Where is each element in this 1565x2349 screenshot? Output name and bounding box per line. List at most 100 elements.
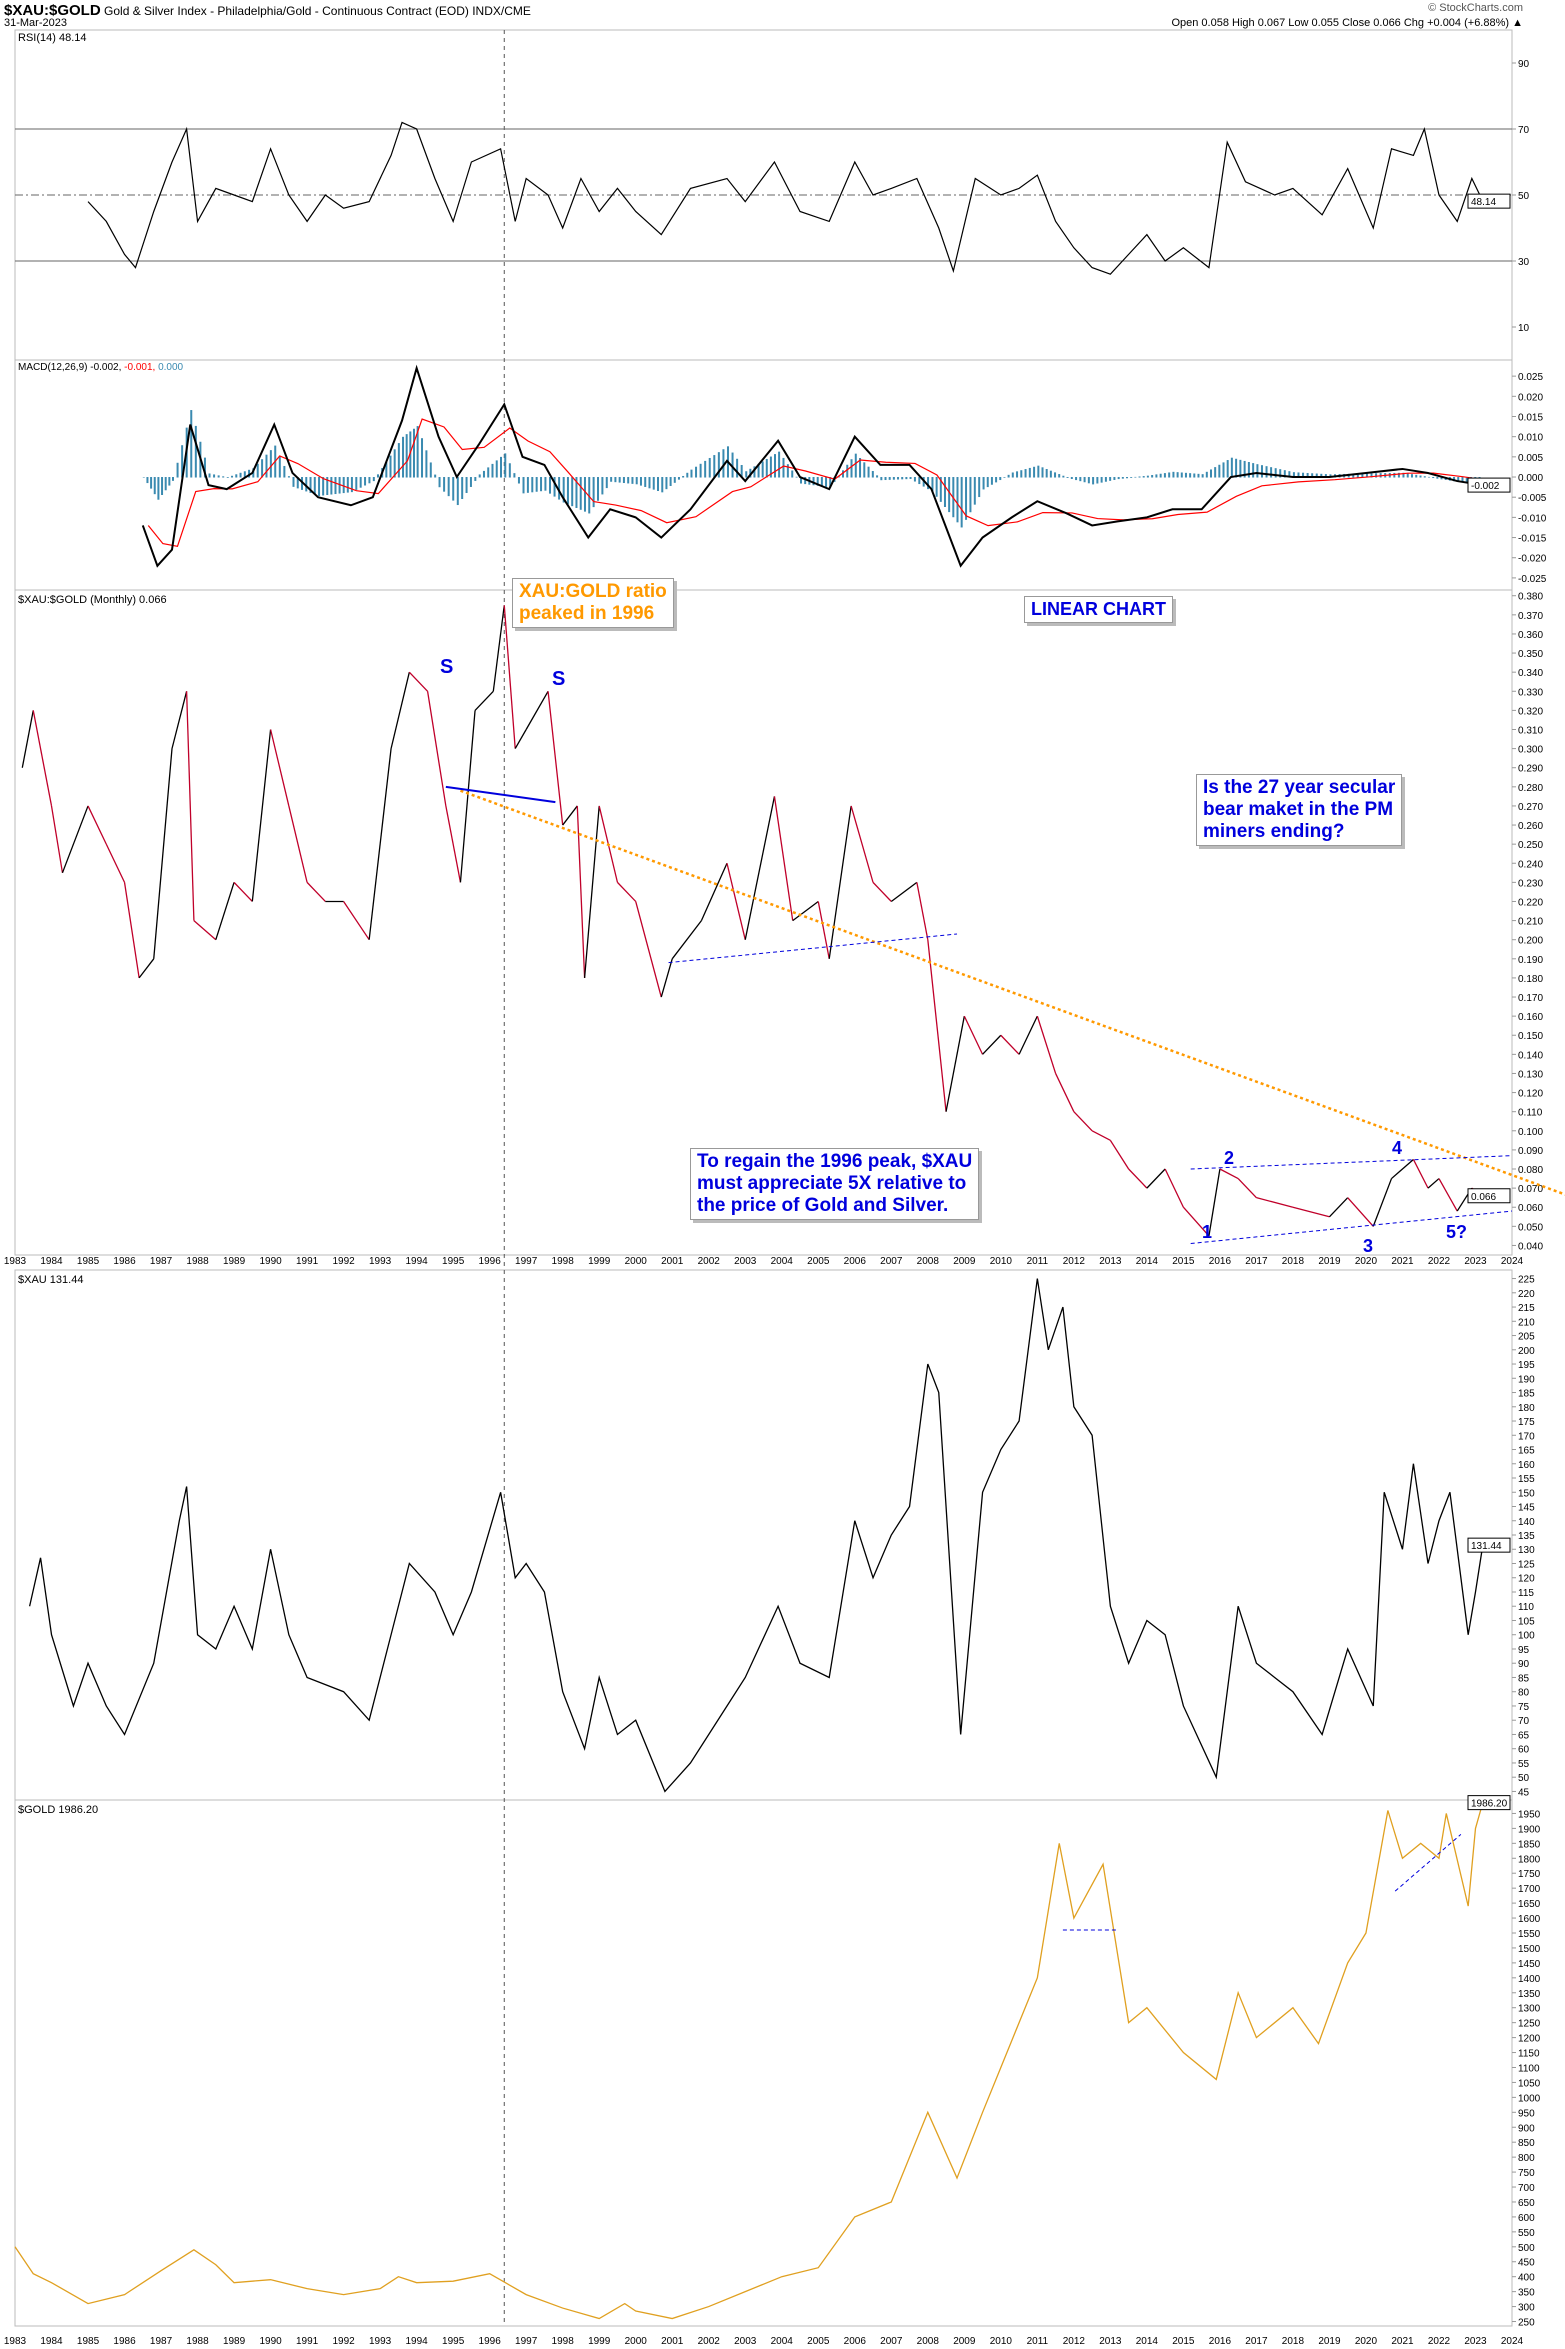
x-tick-label: 2008 [917, 1256, 940, 1267]
ratio-segment [1182, 1206, 1210, 1237]
y-tick-label: 0.140 [1518, 1050, 1543, 1061]
macd-histogram-bar [292, 477, 295, 487]
macd-histogram-bar [487, 467, 490, 478]
macd-histogram-bar [973, 477, 976, 505]
y-tick-label: 185 [1518, 1389, 1535, 1400]
y-tick-label: 130 [1518, 1545, 1535, 1556]
ratio-segment [215, 882, 235, 940]
macd-histogram-bar [425, 450, 428, 478]
macd-histogram-bar [1320, 473, 1323, 478]
macd-histogram-bar [1189, 473, 1192, 478]
x-tick-label: 2007 [880, 2336, 903, 2347]
y-tick-label: 600 [1518, 2213, 1535, 2224]
macd-histogram-bar [217, 475, 220, 478]
macd-title: MACD(12,26,9) -0.002, -0.001, 0.000 [18, 362, 183, 373]
macd-signal-line [147, 418, 1489, 548]
x-tick-label: 1986 [113, 2336, 136, 2347]
x-tick-label: 2002 [698, 2336, 721, 2347]
y-tick-label: -0.025 [1518, 574, 1547, 585]
y-tick-label: 0.060 [1518, 1203, 1543, 1214]
y-tick-label: 0.090 [1518, 1146, 1543, 1157]
macd-histogram-bar [269, 450, 272, 478]
y-tick-label: 0.270 [1518, 802, 1543, 813]
ratio-segment [828, 805, 852, 959]
macd-histogram-bar [605, 477, 608, 489]
wave-2: 2 [1224, 1148, 1235, 1168]
macd-histogram-bar [1402, 472, 1405, 478]
macd-histogram-bar [443, 477, 446, 492]
macd-histogram-bar [146, 477, 149, 484]
macd-histogram-bar [287, 476, 290, 478]
macd-histogram-bar [1352, 473, 1355, 478]
y-tick-label: 140 [1518, 1517, 1535, 1528]
y-tick-label: 0.080 [1518, 1165, 1543, 1176]
y-tick-label: 50 [1518, 1773, 1530, 1784]
y-tick-label: 1500 [1518, 1944, 1541, 1955]
y-tick-label: 0.340 [1518, 668, 1543, 679]
support-line [668, 933, 958, 964]
x-tick-label: 1984 [40, 1256, 63, 1267]
x-tick-label: 2022 [1428, 1256, 1451, 1267]
macd-histogram-bar [1209, 469, 1212, 478]
macd-histogram-bar [1142, 476, 1145, 478]
macd-histogram-bar [1410, 474, 1413, 478]
macd-histogram-bar [1356, 473, 1359, 478]
macd-histogram-bar [1306, 472, 1309, 478]
macd-histogram-bar [800, 477, 803, 484]
macd-histogram-bar [226, 477, 229, 478]
y-tick-label: 0.000 [1518, 473, 1543, 484]
macd-histogram-bar [731, 452, 734, 478]
y-tick-label: 220 [1518, 1289, 1535, 1300]
x-tick-label: 2012 [1063, 1256, 1086, 1267]
macd-histogram-bar [846, 464, 849, 478]
macd-histogram-bar [1247, 462, 1250, 478]
x-tick-label: 2013 [1099, 2336, 1122, 2347]
macd-histogram-bar [416, 426, 419, 478]
y-tick-label: 1350 [1518, 1989, 1541, 2000]
y-tick-label: 0.310 [1518, 725, 1543, 736]
macd-histogram-bar [1274, 468, 1277, 478]
x-tick-label: 2019 [1318, 1256, 1341, 1267]
macd-histogram-bar [657, 477, 660, 491]
macd-histogram-bar [1218, 464, 1221, 478]
macd-histogram-bar [513, 473, 516, 478]
y-tick-label: 0.015 [1518, 412, 1543, 423]
y-tick-label: 0.350 [1518, 649, 1543, 660]
macd-histogram-bar [901, 477, 904, 480]
macd-histogram-bar [409, 431, 412, 478]
ratio-segment [1128, 1168, 1148, 1189]
macd-histogram-bar [342, 477, 345, 494]
ratio-segment [700, 862, 728, 921]
wave-3: 3 [1363, 1236, 1374, 1256]
macd-histogram-bar [1109, 477, 1112, 481]
y-tick-label: 0.370 [1518, 611, 1543, 622]
macd-histogram-bar [575, 477, 578, 508]
macd-histogram-bar [690, 469, 693, 478]
macd-histogram-bar [1256, 464, 1259, 478]
y-tick-label: 850 [1518, 2138, 1535, 2149]
ratio-title: $XAU:$GOLD (Monthly) 0.066 [18, 594, 167, 606]
macd-histogram-bar [412, 428, 415, 478]
macd-histogram-bar [888, 477, 891, 480]
macd-histogram-bar [960, 477, 963, 528]
macd-histogram-bar [322, 477, 325, 496]
macd-histogram-bar [829, 477, 832, 488]
macd-histogram-bar [474, 477, 477, 481]
y-tick-label: 90 [1518, 1659, 1530, 1670]
macd-histogram-bar [168, 477, 171, 486]
x-tick-label: 2006 [844, 2336, 867, 2347]
ratio-segment [872, 881, 892, 902]
x-tick-label: 1998 [552, 1256, 575, 1267]
gold-line [14, 1802, 1484, 2320]
y-tick-label: 215 [1518, 1303, 1535, 1314]
y-tick-label: 80 [1518, 1688, 1530, 1699]
macd-histogram-bar [1197, 473, 1200, 478]
macd-histogram-bar [986, 477, 989, 488]
macd-histogram-bar [491, 463, 494, 478]
ratio-segment [288, 805, 308, 883]
x-tick-label: 1994 [406, 2336, 429, 2347]
y-tick-label: 95 [1518, 1645, 1530, 1656]
macd-histogram-bar [1423, 476, 1426, 478]
macd-histogram-bar [157, 477, 160, 500]
y-tick-label: 400 [1518, 2273, 1535, 2284]
